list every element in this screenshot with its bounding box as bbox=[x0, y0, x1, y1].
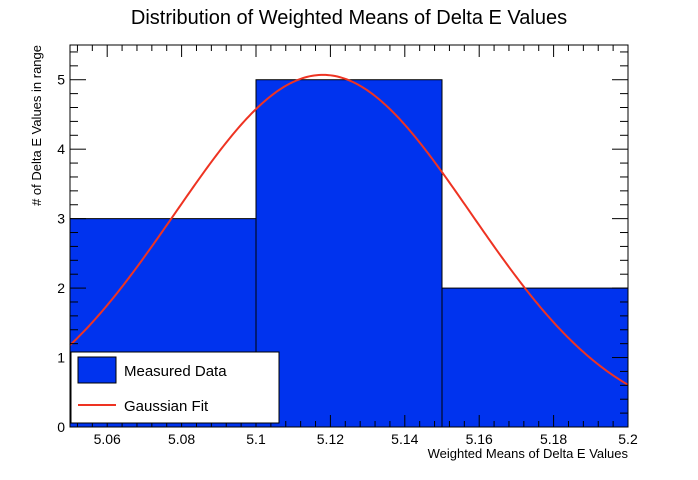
y-tick-label: 2 bbox=[57, 280, 65, 296]
y-tick-label: 5 bbox=[57, 72, 65, 88]
x-tick-label: 5.2 bbox=[618, 431, 638, 447]
x-tick-label: 5.18 bbox=[540, 431, 567, 447]
y-tick-label: 4 bbox=[57, 141, 65, 157]
legend-label-measured-data: Measured Data bbox=[124, 363, 227, 380]
gaussian-curve-layer bbox=[69, 73, 629, 386]
histogram-bars bbox=[69, 79, 629, 428]
x-tick-label: 5.12 bbox=[317, 431, 344, 447]
gaussian-fit-curve bbox=[69, 73, 629, 386]
chart-title: Distribution of Weighted Means of Delta … bbox=[131, 7, 567, 29]
x-tick-labels: 5.06 5.08 5.1 5.12 5.14 5.16 5.18 5.2 bbox=[94, 431, 638, 447]
legend-label-gaussian-fit: Gaussian Fit bbox=[124, 398, 209, 415]
y-tick-label: 0 bbox=[57, 419, 65, 435]
x-tick-label: 5.14 bbox=[391, 431, 418, 447]
y-tick-labels: 0 1 2 3 4 5 bbox=[57, 72, 65, 435]
y-tick-label: 3 bbox=[57, 211, 65, 227]
x-axis-title: Weighted Means of Delta E Values bbox=[428, 446, 629, 461]
x-tick-label: 5.16 bbox=[466, 431, 493, 447]
y-axis-title: # of Delta E Values in range bbox=[29, 45, 44, 206]
legend-swatch-measured-data bbox=[77, 356, 117, 384]
histogram-bar-2 bbox=[441, 287, 629, 428]
x-tick-label: 5.08 bbox=[168, 431, 195, 447]
legend: Measured Data Gaussian Fit bbox=[70, 351, 280, 424]
x-tick-label: 5.1 bbox=[246, 431, 266, 447]
axis-ticks bbox=[70, 45, 629, 428]
x-tick-label: 5.06 bbox=[94, 431, 121, 447]
y-tick-label: 1 bbox=[57, 350, 65, 366]
plot-frame bbox=[69, 44, 629, 428]
histogram-bar-1 bbox=[255, 79, 443, 428]
